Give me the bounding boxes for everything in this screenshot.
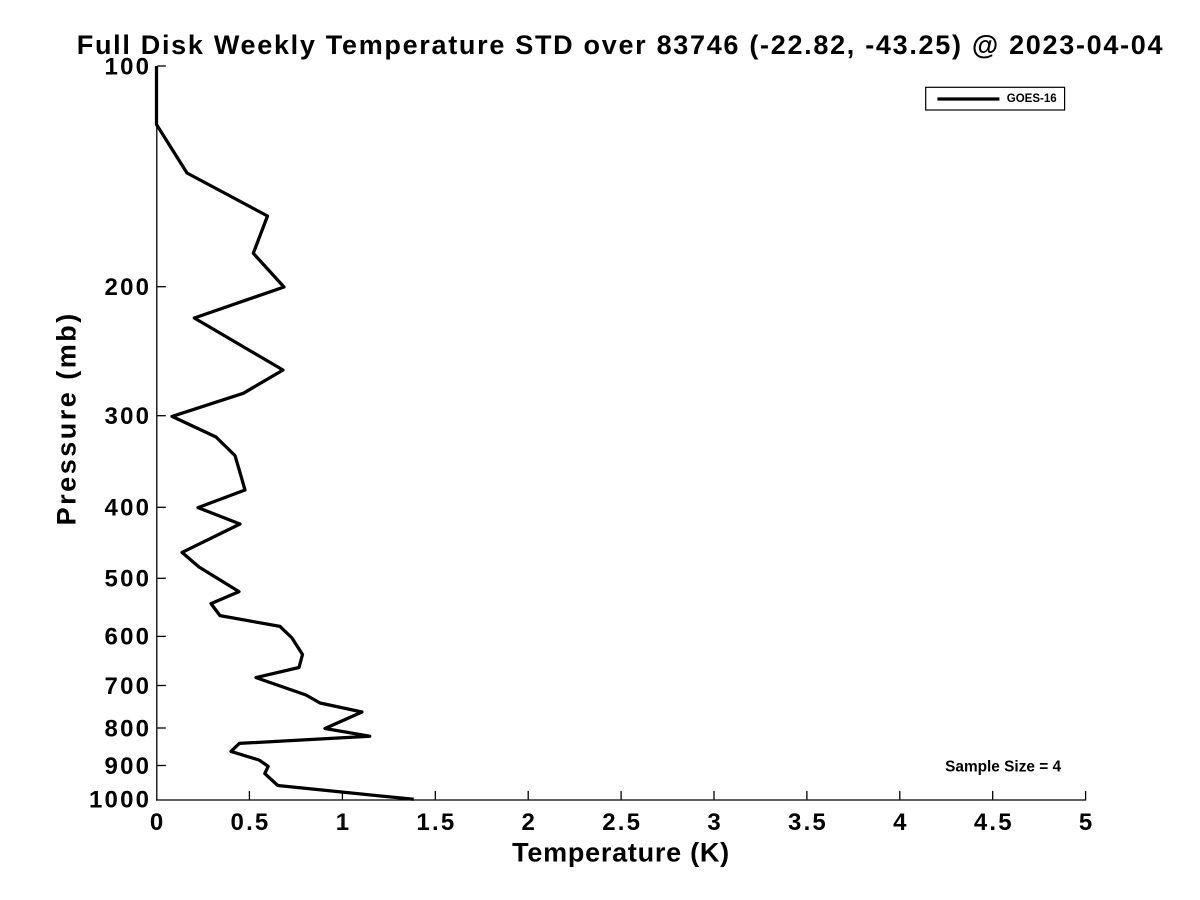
svg-text:100: 100 xyxy=(105,53,152,80)
svg-text:3: 3 xyxy=(707,809,723,836)
svg-text:GOES-16: GOES-16 xyxy=(1007,93,1057,105)
svg-text:4.5: 4.5 xyxy=(974,809,1014,836)
svg-text:1: 1 xyxy=(336,809,352,836)
svg-text:2.5: 2.5 xyxy=(602,809,642,836)
svg-text:700: 700 xyxy=(105,673,152,700)
svg-text:600: 600 xyxy=(105,624,152,651)
svg-text:800: 800 xyxy=(105,715,152,742)
svg-text:400: 400 xyxy=(105,495,152,522)
svg-text:0.5: 0.5 xyxy=(231,809,271,836)
svg-text:Sample Size = 4: Sample Size = 4 xyxy=(945,758,1061,775)
svg-text:900: 900 xyxy=(105,753,152,780)
svg-text:Pressure (mb): Pressure (mb) xyxy=(52,311,82,525)
svg-text:5: 5 xyxy=(1079,809,1095,836)
svg-text:Temperature (K): Temperature (K) xyxy=(512,837,730,867)
svg-text:4: 4 xyxy=(893,809,909,836)
svg-text:300: 300 xyxy=(105,403,152,430)
svg-text:200: 200 xyxy=(105,274,152,301)
svg-text:500: 500 xyxy=(105,566,152,593)
svg-text:1.5: 1.5 xyxy=(416,809,456,836)
svg-text:0: 0 xyxy=(150,809,166,836)
svg-text:2: 2 xyxy=(522,809,538,836)
svg-text:1000: 1000 xyxy=(89,786,151,813)
svg-text:Full Disk Weekly Temperature S: Full Disk Weekly Temperature STD over 83… xyxy=(77,30,1164,60)
svg-text:3.5: 3.5 xyxy=(788,809,828,836)
